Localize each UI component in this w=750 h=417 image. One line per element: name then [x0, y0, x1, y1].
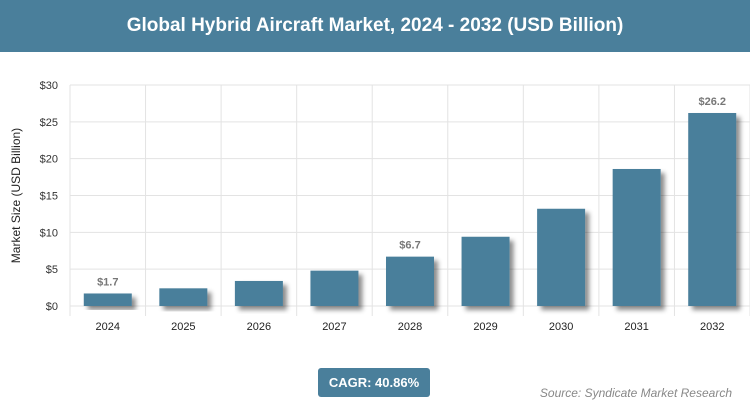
x-tick-label: 2030 [549, 321, 573, 333]
y-tick-label: $30 [40, 80, 58, 92]
x-tick-label: 2024 [96, 321, 120, 333]
data-label: $6.7 [399, 240, 420, 252]
x-tick-label: 2026 [247, 321, 271, 333]
data-label: $1.7 [97, 276, 118, 288]
bar-2027 [310, 270, 359, 306]
cagr-badge: CAGR: 40.86% [318, 368, 430, 397]
bar-2026 [234, 280, 283, 306]
y-tick-label: $0 [46, 301, 58, 313]
x-tick-label: 2028 [398, 321, 422, 333]
x-tick-label: 2025 [171, 321, 195, 333]
data-label: $26.2 [698, 96, 726, 108]
bar-2028 [386, 256, 434, 306]
y-tick-label: $10 [40, 227, 58, 239]
source-note: Source: Syndicate Market Research [539, 386, 732, 400]
y-axis-label: Market Size (USD Billion) [9, 128, 23, 263]
bar-2025 [159, 288, 208, 306]
bar-2032 [688, 112, 737, 306]
bar-2030 [537, 208, 586, 306]
y-tick-label: $20 [40, 154, 58, 166]
x-tick-label: 2029 [473, 321, 497, 333]
x-tick-label: 2032 [700, 321, 724, 333]
bar-2024 [83, 293, 132, 306]
chart-title: Global Hybrid Aircraft Market, 2024 - 20… [0, 0, 750, 52]
y-tick-label: $15 [40, 191, 58, 203]
x-tick-label: 2031 [624, 321, 648, 333]
x-tick-label: 2027 [322, 321, 346, 333]
y-tick-label: $25 [40, 117, 58, 129]
bar-2031 [612, 168, 661, 306]
y-tick-label: $5 [46, 264, 58, 276]
bar-2029 [461, 236, 510, 306]
